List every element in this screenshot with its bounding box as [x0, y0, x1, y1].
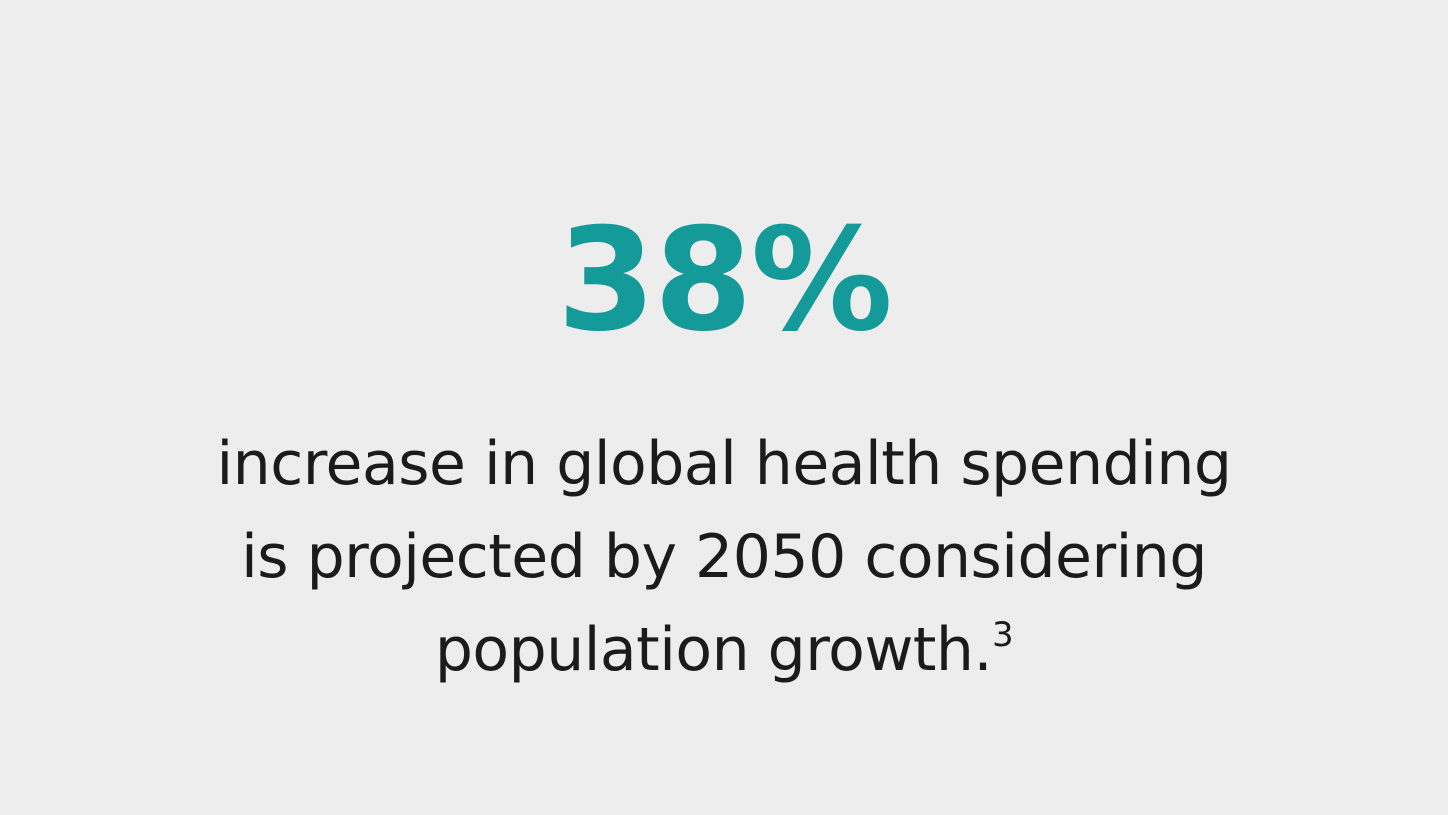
- stat-description: increase in global health spending is pr…: [0, 418, 1448, 697]
- footnote-marker: 3: [992, 615, 1014, 655]
- description-line-text: population growth.: [434, 615, 993, 685]
- description-line: population growth.3: [0, 604, 1448, 697]
- description-line: is projected by 2050 considering: [241, 522, 1207, 592]
- stat-value: 38%: [557, 198, 893, 363]
- description-line: increase in global health spending: [216, 429, 1232, 499]
